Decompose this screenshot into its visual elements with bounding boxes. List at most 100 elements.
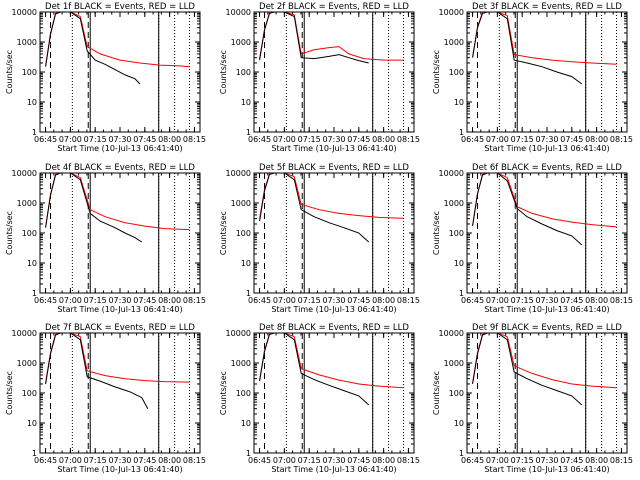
x-tick-label: 07:45 (560, 135, 583, 144)
y-tick-label: 10000 (439, 8, 464, 17)
x-tick-label: 08:00 (585, 456, 608, 465)
plot-frame (39, 172, 201, 294)
plot-frame (39, 332, 201, 454)
x-tick-label: 07:45 (133, 456, 156, 465)
plot-frame (466, 172, 628, 294)
panel-title: Det 3f BLACK = Events, RED = LLD (472, 2, 622, 12)
x-axis-label: Start Time (10-Jul-13 06:41:40) (57, 305, 182, 314)
marker-lines (50, 333, 190, 453)
marker-lines (50, 173, 190, 293)
y-tick-label: 10000 (226, 169, 251, 178)
y-tick-label: 10 (454, 259, 464, 268)
x-tick-label: 07:45 (133, 135, 156, 144)
y-tick-label: 10000 (12, 8, 37, 17)
series-line-events (259, 333, 370, 406)
y-axis-label: Counts/sec (5, 371, 14, 415)
y-tick-label: 10 (27, 98, 37, 107)
x-tick-label: 07:30 (535, 296, 558, 305)
x-tick-label: 08:00 (372, 135, 395, 144)
series-line-lld (45, 173, 190, 231)
plot-frame (466, 11, 628, 133)
y-tick-label: 10 (454, 98, 464, 107)
x-tick-label: 06:45 (248, 296, 271, 305)
panel-title: Det 6f BLACK = Events, RED = LLD (472, 163, 622, 173)
x-tick-label: 08:00 (158, 135, 181, 144)
x-tick-label: 06:45 (34, 135, 57, 144)
marker-lines (264, 333, 404, 453)
series-group (45, 12, 190, 85)
x-tick-label: 08:15 (183, 456, 206, 465)
y-tick-label: 1 (32, 289, 37, 298)
marker-lines (477, 173, 617, 293)
x-tick-label: 07:15 (298, 135, 321, 144)
panel-det-5: Det 5f BLACK = Events, RED = LLD 1 10 100 10… (219, 163, 420, 314)
x-tick-label: 08:00 (585, 135, 608, 144)
series-line-events (45, 333, 149, 409)
x-tick-label: 07:00 (59, 296, 82, 305)
y-tick-label: 1000 (444, 38, 464, 47)
y-tick-label: 10000 (226, 329, 251, 338)
x-tick-label: 08:15 (183, 296, 206, 305)
x-tick-label: 08:15 (610, 296, 633, 305)
series-line-events (259, 12, 369, 64)
series-line-events (259, 173, 370, 243)
series-line-lld (45, 12, 190, 68)
y-tick-label: 1000 (231, 359, 251, 368)
x-tick-label: 07:00 (273, 456, 296, 465)
series-line-lld (472, 173, 617, 228)
series-group (472, 12, 617, 85)
series-line-lld (259, 12, 404, 61)
panel-title: Det 5f BLACK = Events, RED = LLD (259, 163, 409, 173)
y-axis-label: Counts/sec (432, 50, 441, 94)
y-tick-label: 100 (236, 229, 251, 238)
panel-det-4: Det 4f BLACK = Events, RED = LLD 1 10 100 10… (5, 163, 206, 314)
series-group (472, 333, 617, 406)
panel-det-7: Det 7f BLACK = Events, RED = LLD 1 10 100 10… (5, 323, 206, 474)
x-axis-label: Start Time (10-Jul-13 06:41:40) (484, 465, 609, 474)
y-tick-label: 10000 (439, 329, 464, 338)
y-tick-label: 1000 (444, 199, 464, 208)
y-tick-label: 10 (27, 419, 37, 428)
x-tick-label: 07:15 (298, 296, 321, 305)
x-tick-label: 07:15 (511, 135, 534, 144)
y-axis-label: Counts/sec (219, 50, 228, 94)
y-tick-label: 1000 (231, 38, 251, 47)
x-axis-label: Start Time (10-Jul-13 06:41:40) (271, 305, 396, 314)
series-group (259, 333, 404, 406)
y-tick-label: 1 (246, 449, 251, 458)
y-tick-label: 1000 (444, 359, 464, 368)
x-tick-label: 07:45 (560, 296, 583, 305)
y-axis-label: Counts/sec (432, 371, 441, 415)
y-tick-label: 1000 (17, 359, 37, 368)
x-tick-label: 07:45 (347, 135, 370, 144)
y-tick-label: 1000 (17, 38, 37, 47)
x-tick-label: 07:30 (322, 135, 345, 144)
x-tick-label: 07:15 (84, 135, 107, 144)
x-tick-label: 07:15 (84, 296, 107, 305)
y-tick-label: 10000 (226, 8, 251, 17)
y-tick-label: 100 (22, 68, 37, 77)
y-tick-label: 10 (454, 419, 464, 428)
x-tick-label: 07:00 (273, 296, 296, 305)
series-group (259, 12, 404, 64)
y-tick-label: 10000 (12, 169, 37, 178)
series-line-events (472, 333, 583, 406)
x-tick-label: 06:45 (461, 135, 484, 144)
x-tick-label: 07:00 (59, 456, 82, 465)
marker-lines (477, 333, 617, 453)
x-tick-label: 08:15 (183, 135, 206, 144)
x-tick-label: 08:00 (585, 296, 608, 305)
y-axis-label: Counts/sec (219, 371, 228, 415)
panel-title: Det 2f BLACK = Events, RED = LLD (259, 2, 409, 12)
x-tick-label: 07:15 (511, 456, 534, 465)
series-group (45, 333, 190, 409)
y-tick-label: 100 (22, 229, 37, 238)
y-tick-label: 1 (32, 449, 37, 458)
x-tick-label: 06:45 (34, 456, 57, 465)
x-tick-label: 07:15 (511, 296, 534, 305)
x-tick-label: 07:00 (486, 135, 509, 144)
y-tick-label: 10000 (439, 169, 464, 178)
y-tick-label: 1 (459, 289, 464, 298)
x-axis-label: Start Time (10-Jul-13 06:41:40) (57, 465, 182, 474)
x-axis-label: Start Time (10-Jul-13 06:41:40) (271, 465, 396, 474)
